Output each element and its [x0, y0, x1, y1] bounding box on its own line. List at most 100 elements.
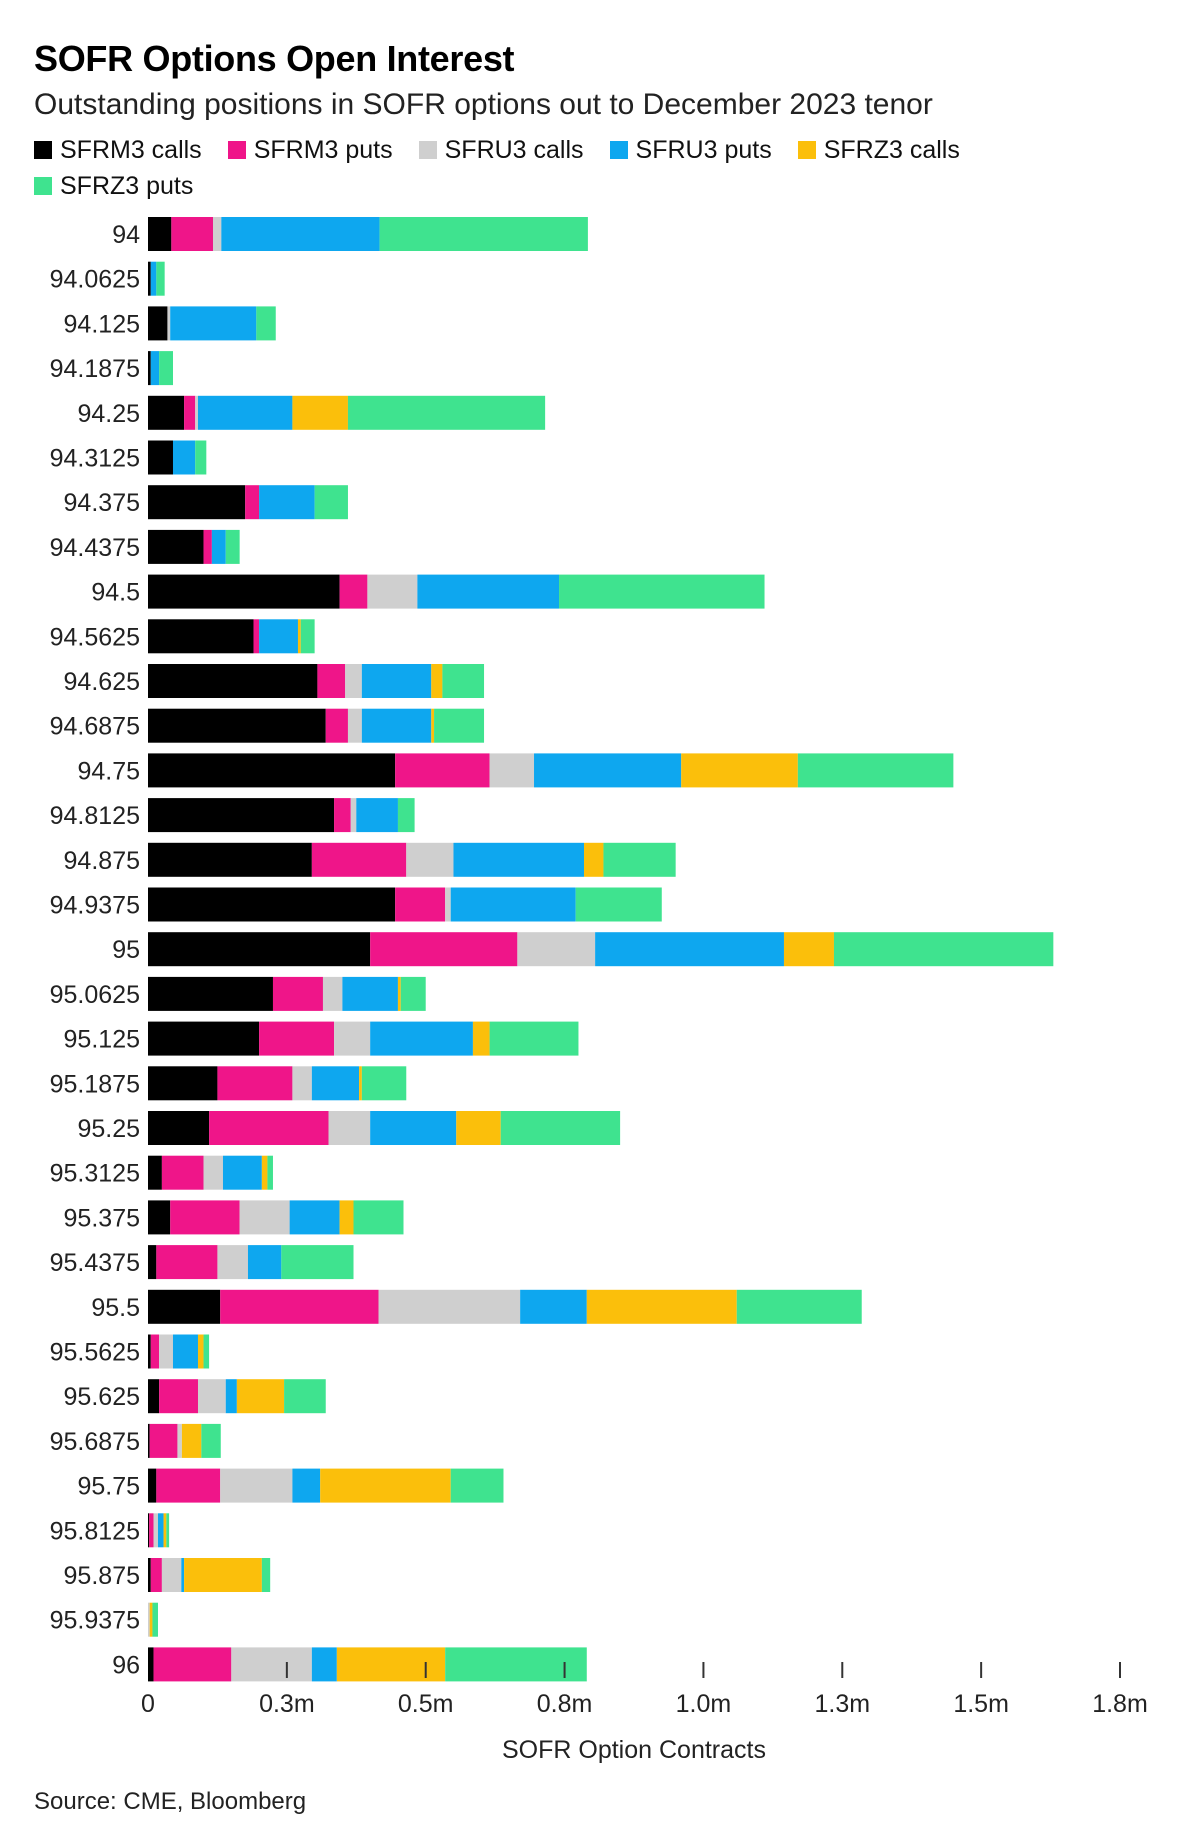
category-label: 94.125	[64, 310, 140, 338]
bar-segment-sfrz3-puts	[833, 932, 1054, 967]
bar-row-94-25	[148, 395, 546, 430]
legend-label: SFRZ3 puts	[60, 171, 194, 200]
bar-segment-sfrz3-puts	[559, 574, 765, 609]
bar-segment-sfru3-puts	[172, 1334, 198, 1369]
bar-segment-sfrm3-puts	[153, 1647, 232, 1682]
bar-segment-sfru3-calls	[159, 1334, 173, 1369]
category-label: 95.25	[77, 1115, 140, 1143]
category-label: 94.625	[64, 668, 140, 696]
bar-segment-sfrz3-calls	[184, 1558, 262, 1592]
x-tick-label: 1.5m	[953, 1690, 1009, 1718]
bar-segment-sfrz3-puts	[156, 261, 165, 296]
bar-segment-sfru3-puts	[311, 1066, 360, 1101]
bar-segment-sfrm3-calls	[148, 440, 173, 475]
category-label: 94.5	[91, 579, 140, 607]
bar-segment-sfrz3-calls	[236, 1379, 285, 1414]
bar-segment-sfrm3-puts	[334, 798, 351, 833]
bar-row-96	[148, 1647, 587, 1682]
category-label: 95.875	[64, 1562, 140, 1590]
bar-segment-sfrz3-calls	[149, 1602, 153, 1637]
bar-segment-sfru3-calls	[378, 1289, 521, 1324]
bar-segment-sfrz3-calls	[197, 1334, 204, 1369]
bar-segment-sfrm3-calls	[148, 485, 246, 520]
bar-row-94-875	[148, 842, 676, 877]
bar-segment-sfrz3-puts	[261, 1558, 271, 1592]
bar-segment-sfrz3-calls	[586, 1289, 737, 1324]
bar-segment-sfru3-calls	[177, 1423, 182, 1458]
bar-segment-sfru3-puts	[370, 1111, 457, 1145]
bar-segment-sfru3-puts	[361, 664, 432, 698]
chart-subtitle: Outstanding positions in SOFR options ou…	[34, 88, 933, 121]
bar-segment-sfrz3-calls	[584, 842, 604, 877]
bar-segment-sfru3-calls	[328, 1111, 371, 1145]
bar-segment-sfru3-puts	[417, 574, 560, 609]
bar-segment-sfrz3-calls	[261, 1155, 268, 1190]
bar-segment-sfrm3-puts	[156, 1468, 221, 1503]
bar-segment-sfru3-calls	[217, 1245, 248, 1280]
legend-item-sfrz3-calls: SFRZ3 calls	[797, 136, 960, 164]
category-label: 94.6875	[50, 713, 140, 741]
bar-segment-sfru3-calls	[153, 1513, 158, 1548]
bar-row-95-1875	[148, 1066, 407, 1101]
category-label: 94.875	[64, 847, 140, 875]
bar-segment-sfru3-calls	[161, 1558, 182, 1592]
bar-segment-sfrm3-calls	[148, 798, 335, 833]
bar-segment-sfrm3-calls	[148, 708, 326, 743]
bar-segment-sfrm3-puts	[395, 753, 490, 788]
bar-segment-sfrz3-puts	[575, 887, 662, 922]
x-tick-label: 0.8m	[537, 1690, 593, 1718]
bar-segment-sfru3-calls	[489, 753, 535, 788]
bar-segment-sfru3-puts	[247, 1245, 282, 1280]
bar-segment-sfrm3-calls	[148, 1200, 171, 1235]
category-label: 96	[112, 1651, 140, 1679]
bar-row-95-9375	[148, 1602, 158, 1637]
bar-row-95-625	[148, 1379, 326, 1414]
category-label: 95.375	[64, 1204, 140, 1232]
legend-label: SFRU3 puts	[635, 135, 772, 164]
bar-segment-sfrm3-puts	[217, 1066, 293, 1101]
bar-segment-sfrz3-puts	[353, 1200, 404, 1235]
bar-segment-sfru3-calls	[231, 1647, 312, 1682]
legend-swatch	[609, 141, 628, 159]
bar-segment-sfrm3-puts	[325, 708, 348, 743]
bar-segment-sfru3-calls	[220, 1468, 293, 1503]
legend-swatch	[34, 177, 52, 195]
bar-segment-sfrm3-calls	[148, 1066, 218, 1101]
bar-row-94-375	[148, 485, 348, 520]
bar-segment-sfrz3-puts	[159, 351, 173, 386]
bar-row-94-8125	[148, 798, 415, 833]
x-tick-label: 0.3m	[259, 1690, 315, 1718]
bar-segment-sfrm3-puts	[149, 1513, 154, 1548]
category-label: 95.4375	[50, 1249, 140, 1277]
bar-segment-sfrz3-calls	[339, 1200, 354, 1235]
bar-segment-sfrz3-puts	[152, 1602, 158, 1637]
bar-segment-sfru3-puts	[453, 842, 585, 877]
legend-label: SFRM3 calls	[60, 135, 202, 164]
bar-segment-sfrz3-puts	[603, 842, 676, 877]
bar-segment-sfrm3-puts	[149, 1423, 178, 1458]
bar-segment-sfrz3-puts	[450, 1468, 504, 1503]
bar-segment-sfrm3-calls	[148, 1647, 154, 1682]
bar-segment-sfrz3-calls	[472, 1021, 490, 1056]
bar-segment-sfru3-puts	[450, 887, 576, 922]
bar-segment-sfru3-puts	[211, 529, 226, 564]
bar-segment-sfrm3-puts	[272, 976, 323, 1011]
bar-row-94-625	[148, 664, 485, 698]
bar-segment-sfru3-puts	[311, 1647, 337, 1682]
bar-segment-sfrz3-calls	[181, 1423, 202, 1458]
bar-segment-sfrz3-calls	[320, 1468, 451, 1503]
chart-title: SOFR Options Open Interest	[34, 38, 515, 79]
bar-row-94-1875	[148, 351, 173, 386]
bar-segment-sfru3-calls	[322, 976, 343, 1011]
bar-segment-sfru3-puts	[150, 351, 160, 386]
bar-segment-sfrm3-calls	[148, 351, 151, 386]
bar-row-95-75	[148, 1468, 504, 1503]
bar-segment-sfrz3-calls	[359, 1066, 362, 1101]
category-label: 95.9375	[50, 1607, 140, 1635]
category-label: 95.75	[77, 1473, 140, 1501]
legend: SFRM3 calls SFRM3 puts SFRU3 calls SFRU3…	[34, 136, 1154, 200]
category-label: 95.1875	[50, 1070, 140, 1098]
bar-row-94-4375	[148, 529, 240, 564]
bar-segment-sfrm3-calls	[148, 664, 318, 698]
